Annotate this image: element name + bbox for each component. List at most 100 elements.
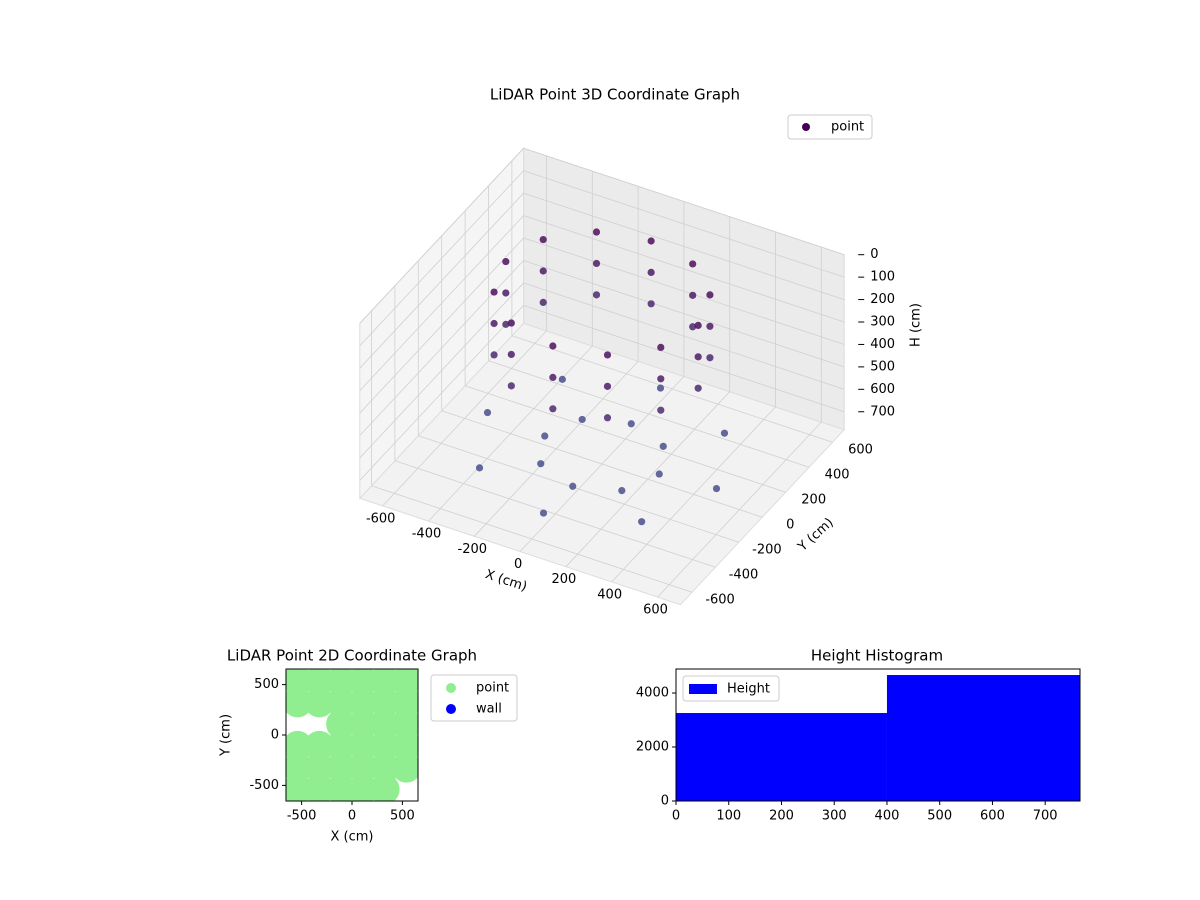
point: [694, 384, 702, 392]
point: [502, 320, 510, 328]
y-tick-label: 600: [848, 443, 873, 458]
point: [391, 709, 418, 740]
point: [502, 257, 510, 266]
point: [647, 300, 655, 308]
point: [507, 319, 515, 327]
grid-line: [359, 215, 524, 391]
point: [304, 774, 335, 801]
z-tick-label: 500: [870, 359, 895, 374]
point: [539, 235, 547, 244]
x-tick-label: 400: [597, 587, 622, 602]
point: [347, 774, 378, 801]
x-tick-label: -500: [287, 809, 317, 824]
legend-label: point: [476, 681, 509, 696]
point: [304, 752, 335, 783]
y-tick-label: 400: [825, 468, 850, 483]
legend-label: Height: [727, 682, 770, 697]
point: [578, 415, 586, 424]
grid-line: [359, 148, 524, 324]
point: [657, 343, 665, 352]
point: [689, 291, 697, 299]
point: [369, 774, 400, 801]
point: [689, 260, 697, 268]
point: [706, 291, 714, 299]
grid-line: [523, 282, 845, 390]
grid-line: [523, 170, 845, 278]
legend-label: wall: [476, 702, 502, 717]
point: [592, 228, 601, 236]
point: [592, 259, 601, 268]
legend-label: point: [831, 120, 864, 135]
grid-line: [359, 237, 524, 414]
bar: [886, 675, 1080, 801]
axes-frame: [675, 668, 1081, 802]
point: [326, 669, 357, 696]
z-tick-label: 400: [870, 337, 895, 352]
point: [603, 382, 612, 390]
grid-line: [523, 237, 845, 345]
point: [655, 470, 663, 478]
x-tick-label: 0: [514, 557, 522, 572]
legend-marker: [689, 684, 717, 694]
grid-line: [464, 385, 786, 493]
y-tick-label: -400: [729, 568, 759, 583]
y-tick-label: 0: [661, 794, 669, 809]
grid-line: [371, 485, 693, 593]
x-tick-label: -400: [412, 527, 442, 542]
point: [657, 375, 665, 383]
point: [657, 406, 665, 414]
point: [490, 351, 498, 359]
z-tick-label: 200: [870, 292, 895, 307]
y-axis-label: Y (cm): [219, 714, 234, 757]
grid-line: [359, 282, 524, 459]
grid-line: [523, 192, 845, 300]
legend-box: [787, 114, 873, 140]
x-axis-label: X (cm): [331, 830, 374, 845]
legend-box: [682, 675, 780, 702]
x-tick-label: 300: [822, 809, 847, 824]
x-tick-label: 500: [927, 809, 952, 824]
point: [391, 687, 418, 718]
chart-title: LiDAR Point 2D Coordinate Graph: [227, 647, 477, 665]
x-tick-label: 500: [390, 809, 415, 824]
grid-line: [418, 435, 740, 543]
point: [638, 518, 646, 526]
point: [304, 730, 335, 761]
point: [326, 687, 357, 718]
point: [647, 237, 655, 245]
point: [706, 322, 714, 330]
x-tick-label: 100: [716, 809, 741, 824]
point: [490, 319, 498, 328]
z-tick-label: 100: [870, 270, 895, 285]
point: [347, 752, 378, 783]
point: [656, 384, 665, 392]
x-tick-label: 400: [875, 809, 900, 824]
grid-line: [441, 410, 763, 518]
bar: [676, 713, 887, 801]
point: [326, 730, 357, 761]
grid-line: [359, 192, 524, 369]
point: [706, 354, 714, 362]
grid-line: [511, 335, 833, 443]
point: [286, 752, 313, 783]
grid-line: [523, 147, 845, 256]
x-tick-label: 200: [551, 572, 576, 587]
point: [537, 460, 545, 468]
point: [490, 288, 498, 296]
y-axis-label: Y (cm): [795, 515, 837, 555]
y-tick-label: -500: [249, 778, 279, 793]
point: [507, 350, 515, 359]
point: [483, 408, 492, 417]
grid-line: [488, 360, 810, 468]
x-tick-label: 700: [1033, 809, 1058, 824]
point: [539, 267, 547, 275]
y-tick-label: 500: [254, 677, 279, 692]
grid-line: [359, 305, 524, 481]
z-tick-label: 300: [870, 315, 895, 330]
chart-title: LiDAR Point 3D Coordinate Graph: [490, 86, 740, 104]
point: [689, 323, 697, 331]
x-tick-label: 0: [348, 809, 356, 824]
z-axis-label: H (cm): [909, 303, 924, 347]
